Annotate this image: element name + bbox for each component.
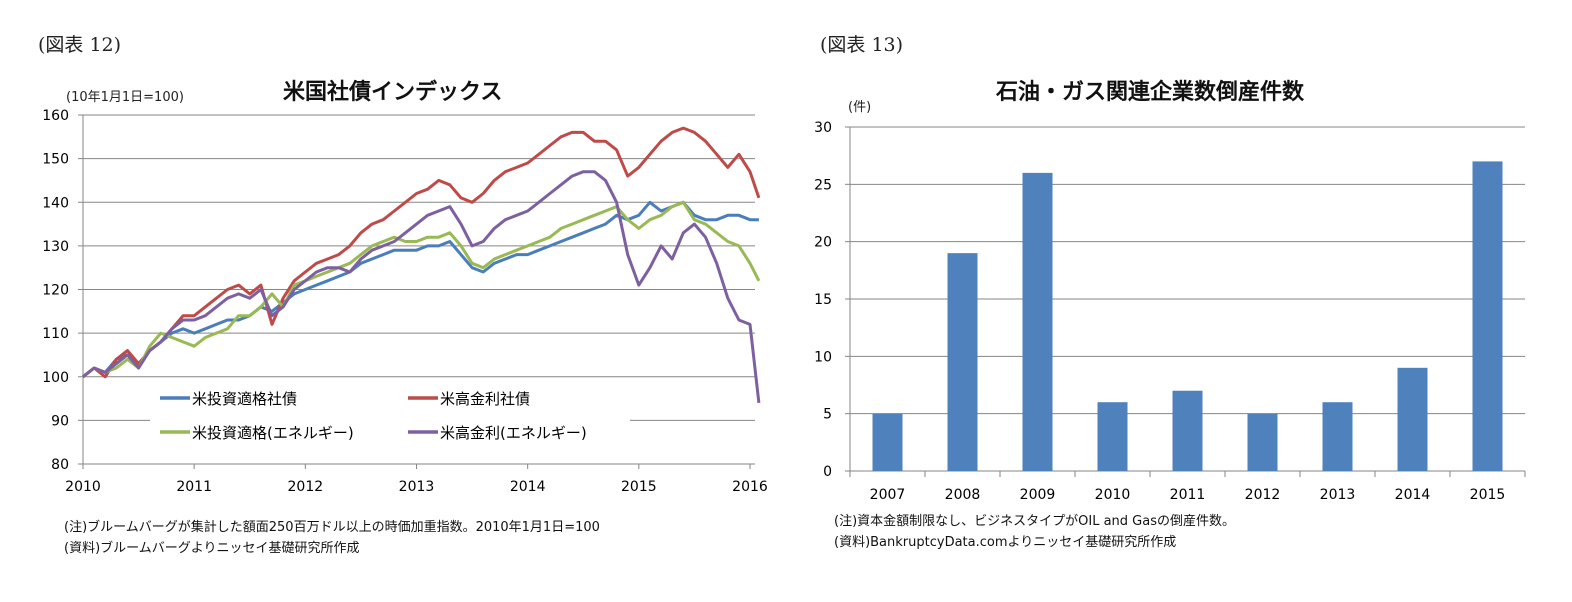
bar-2008 — [947, 253, 978, 471]
bar-2011 — [1172, 390, 1203, 471]
bar-2007 — [872, 413, 903, 471]
x-tick-label: 2008 — [945, 487, 981, 503]
y-tick-label: 130 — [42, 239, 69, 255]
right-note-1: (注)資本金額制限なし、ビジネスタイプがOIL and Gasの倒産件数。 — [834, 514, 1235, 529]
y-tick-label: 30 — [814, 120, 832, 136]
x-tick-label: 2014 — [510, 479, 546, 495]
series-line-1 — [82, 200, 759, 378]
x-tick-label: 2012 — [288, 479, 324, 495]
x-tick-label: 2015 — [621, 479, 657, 495]
x-tick-label: 2011 — [1170, 487, 1206, 503]
x-tick-label: 2013 — [399, 479, 435, 495]
y-tick-label: 120 — [42, 283, 69, 299]
y-tick-label: 90 — [51, 413, 69, 429]
bar-2013 — [1322, 402, 1353, 471]
left-y-unit-label: (10年1月1日=100) — [66, 90, 184, 105]
y-tick-label: 80 — [51, 457, 69, 473]
bar-2010 — [1097, 402, 1128, 471]
right-notes: (注)資本金額制限なし、ビジネスタイプがOIL and Gasの倒産件数。 (資… — [834, 511, 1235, 553]
left-chart-title: 米国社債インデックス — [283, 80, 503, 105]
left-line-chart: 80 90 100 110 120 130 140 150 160 2010 2011 2012 201… — [42, 108, 768, 495]
series-line-3 — [82, 200, 761, 378]
bar-2014 — [1397, 367, 1428, 471]
x-tick-label: 2015 — [1470, 487, 1506, 503]
x-tick-label: 2013 — [1320, 487, 1356, 503]
x-tick-label: 2007 — [870, 487, 906, 503]
bar-2015 — [1472, 161, 1503, 471]
x-tick-label: 2010 — [1095, 487, 1131, 503]
y-tick-label: 150 — [42, 152, 69, 168]
left-notes: (注)ブルームバーグが集計した額面250百万ドル以上の時価加重指数。2010年1… — [64, 517, 600, 559]
legend-label: 米高金利社債 — [440, 390, 530, 408]
right-figure-label: (図表 13) — [820, 34, 904, 56]
y-tick-label: 140 — [42, 195, 69, 211]
y-tick-label: 0 — [823, 464, 832, 480]
x-tick-label: 2012 — [1245, 487, 1281, 503]
y-tick-label: 15 — [814, 292, 832, 308]
x-tick-label: 2009 — [1020, 487, 1056, 503]
left-note-1: (注)ブルームバーグが集計した額面250百万ドル以上の時価加重指数。2010年1… — [64, 520, 600, 535]
y-tick-label: 160 — [42, 108, 69, 124]
y-tick-label: 110 — [42, 326, 69, 342]
x-tick-label: 2010 — [65, 479, 101, 495]
legend-label: 米高金利(エネルギー) — [440, 424, 587, 442]
y-tick-label: 20 — [814, 235, 832, 251]
right-y-unit-label: (件) — [848, 100, 872, 115]
x-tick-label: 2011 — [176, 479, 212, 495]
bar-2012 — [1247, 413, 1278, 471]
right-bar-chart: 0 5 10 15 20 25 30 2007 2008 2009 2010 2011 2012 2013… — [814, 120, 1526, 503]
right-note-2: (資料)BankruptcyData.comよりニッセイ基礎研究所作成 — [834, 535, 1177, 550]
left-figure-label: (図表 12) — [38, 34, 122, 56]
x-tick-label: 2016 — [732, 479, 768, 495]
y-tick-label: 5 — [823, 407, 832, 423]
legend-label: 米投資適格(エネルギー) — [192, 424, 354, 442]
y-tick-label: 100 — [42, 370, 69, 386]
right-chart-title: 石油・ガス関連企業数倒産件数 — [996, 80, 1305, 105]
bar-2009 — [1022, 172, 1053, 471]
x-tick-label: 2014 — [1395, 487, 1431, 503]
series-line-2 — [82, 126, 761, 379]
legend-background — [150, 384, 630, 446]
left-note-2: (資料)ブルームバーグよりニッセイ基礎研究所作成 — [64, 541, 360, 556]
y-tick-label: 25 — [814, 177, 832, 193]
y-tick-label: 10 — [814, 349, 832, 365]
series-line-4 — [82, 170, 761, 404]
legend-label: 米投資適格社債 — [192, 390, 297, 408]
